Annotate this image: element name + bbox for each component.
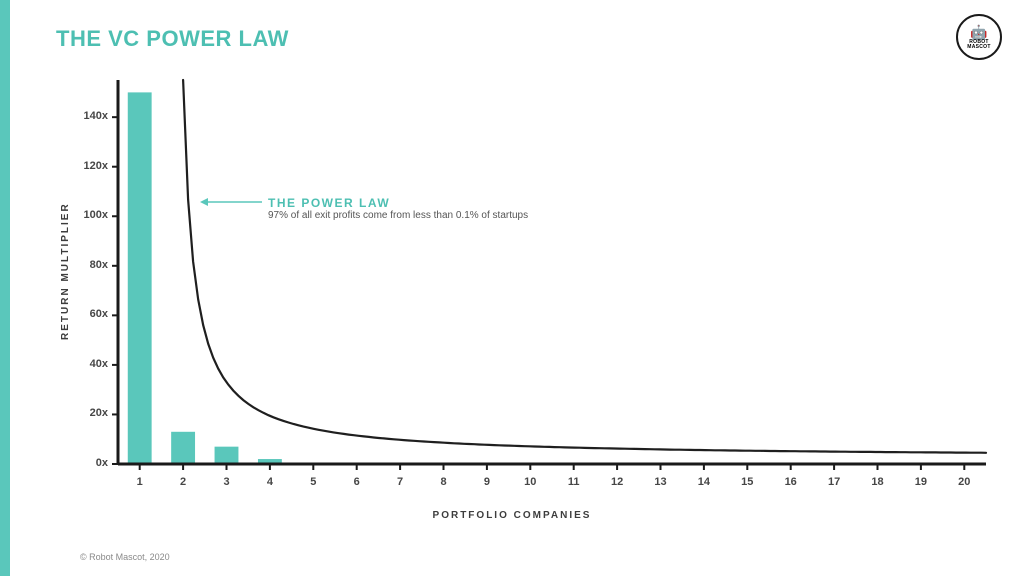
x-tick-label: 10 xyxy=(520,476,540,488)
x-tick-label: 2 xyxy=(173,476,193,488)
y-tick-label: 40x xyxy=(90,358,108,370)
y-axis-label: RETURN MULTIPLIER xyxy=(60,202,71,340)
x-tick-label: 5 xyxy=(303,476,323,488)
x-tick-label: 8 xyxy=(434,476,454,488)
x-tick-label: 20 xyxy=(954,476,974,488)
y-tick-label: 100x xyxy=(84,209,108,221)
bar xyxy=(215,447,239,464)
x-tick-label: 6 xyxy=(347,476,367,488)
power-law-curve xyxy=(183,80,986,453)
y-tick-label: 60x xyxy=(90,308,108,320)
power-law-chart xyxy=(100,80,990,480)
y-tick-label: 120x xyxy=(84,160,108,172)
x-tick-label: 18 xyxy=(868,476,888,488)
x-tick-label: 15 xyxy=(737,476,757,488)
y-tick-label: 80x xyxy=(90,259,108,271)
footer-copyright: © Robot Mascot, 2020 xyxy=(80,552,170,562)
x-tick-label: 19 xyxy=(911,476,931,488)
y-tick-label: 140x xyxy=(84,110,108,122)
x-axis-label: PORTFOLIO COMPANIES xyxy=(0,510,1024,521)
page-title: THE VC POWER LAW xyxy=(56,26,289,52)
brand-logo: 🤖 ROBOT MASCOT xyxy=(956,14,1002,60)
x-tick-label: 14 xyxy=(694,476,714,488)
x-tick-label: 1 xyxy=(130,476,150,488)
bar xyxy=(171,432,195,464)
logo-text-2: MASCOT xyxy=(967,45,990,50)
x-tick-label: 9 xyxy=(477,476,497,488)
x-tick-label: 3 xyxy=(217,476,237,488)
x-tick-label: 17 xyxy=(824,476,844,488)
x-tick-label: 13 xyxy=(651,476,671,488)
bar xyxy=(128,92,152,464)
x-tick-label: 12 xyxy=(607,476,627,488)
x-tick-label: 16 xyxy=(781,476,801,488)
accent-bar xyxy=(0,0,10,576)
x-tick-label: 7 xyxy=(390,476,410,488)
robot-icon: 🤖 xyxy=(970,25,987,39)
y-tick-label: 20x xyxy=(90,407,108,419)
x-tick-label: 11 xyxy=(564,476,584,488)
y-tick-label: 0x xyxy=(96,457,108,469)
x-tick-label: 4 xyxy=(260,476,280,488)
